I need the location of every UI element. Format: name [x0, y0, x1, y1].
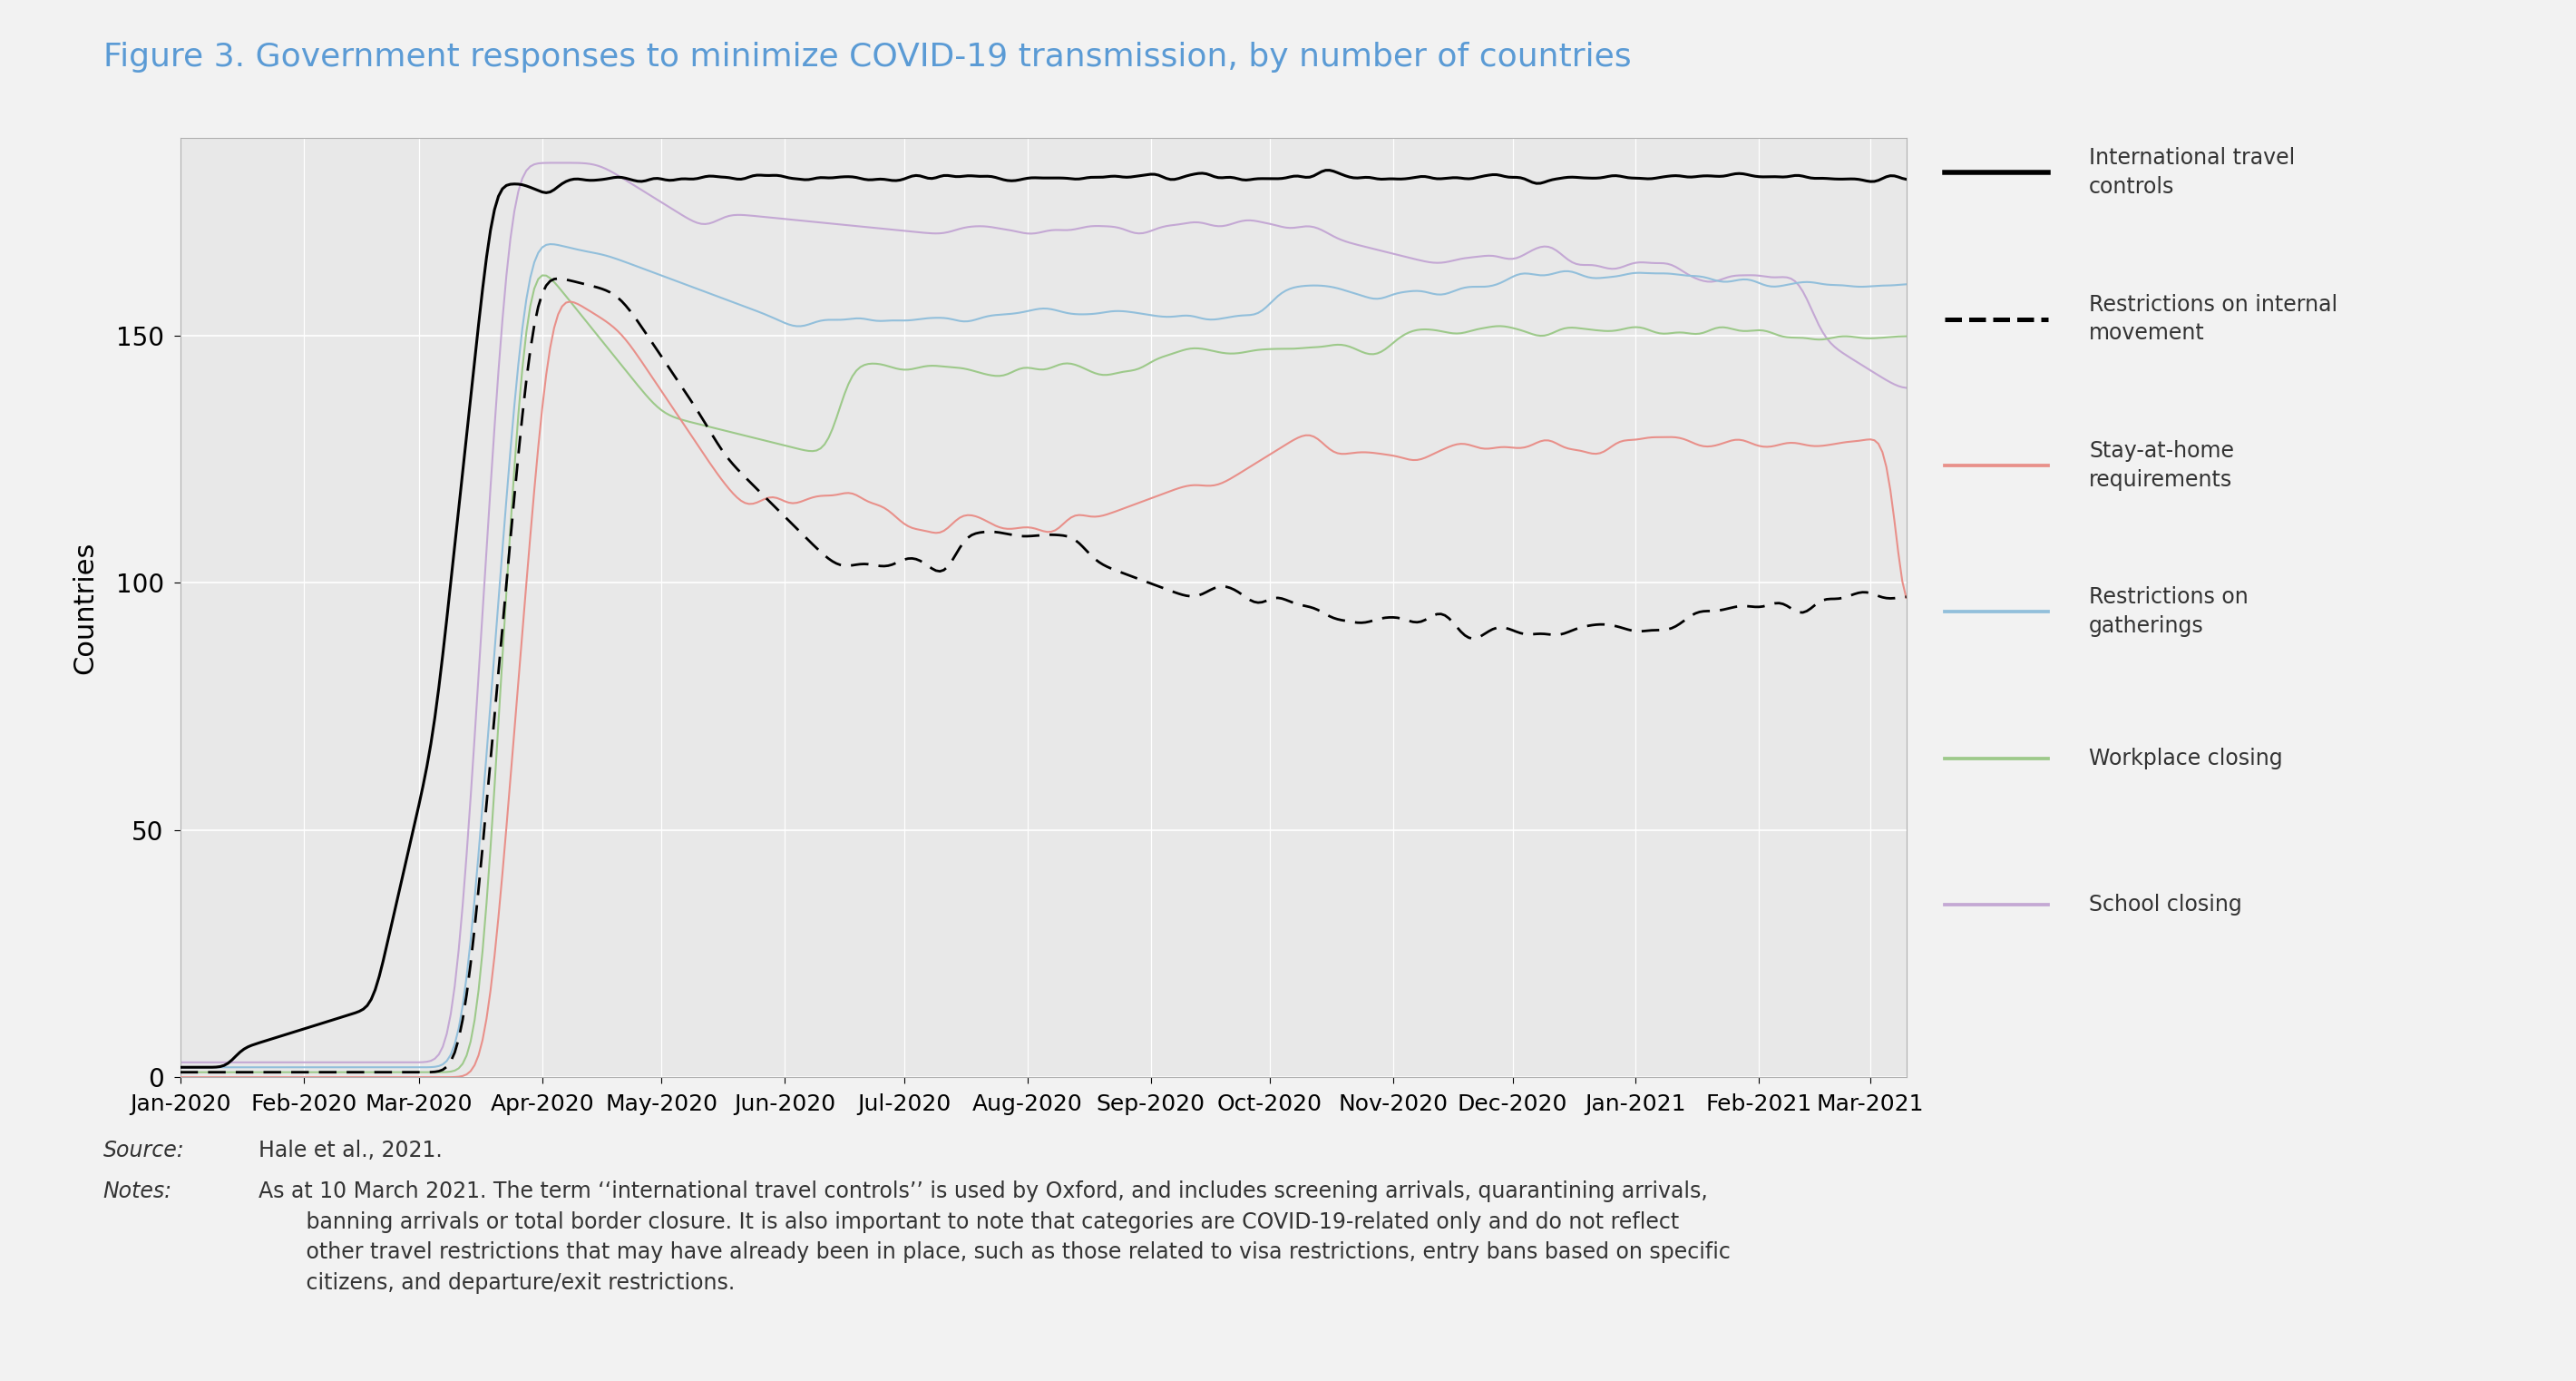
Text: School closing: School closing [2089, 894, 2241, 916]
Text: As at 10 March 2021. The term ‘‘international travel controls’’ is used by Oxfor: As at 10 March 2021. The term ‘‘internat… [245, 1181, 1731, 1294]
Text: Figure 3. Government responses to minimize COVID-19 transmission, by number of c: Figure 3. Government responses to minimi… [103, 41, 1631, 72]
Text: Stay-at-home
requirements: Stay-at-home requirements [2089, 441, 2233, 490]
Text: Workplace closing: Workplace closing [2089, 747, 2282, 769]
Y-axis label: Countries: Countries [72, 541, 98, 674]
Text: Restrictions on
gatherings: Restrictions on gatherings [2089, 587, 2249, 637]
Text: International travel
controls: International travel controls [2089, 148, 2295, 197]
Text: Notes:: Notes: [103, 1181, 173, 1203]
Text: Source:: Source: [103, 1139, 185, 1161]
Text: Restrictions on internal
movement: Restrictions on internal movement [2089, 294, 2339, 344]
Text: Hale et al., 2021.: Hale et al., 2021. [245, 1139, 443, 1161]
